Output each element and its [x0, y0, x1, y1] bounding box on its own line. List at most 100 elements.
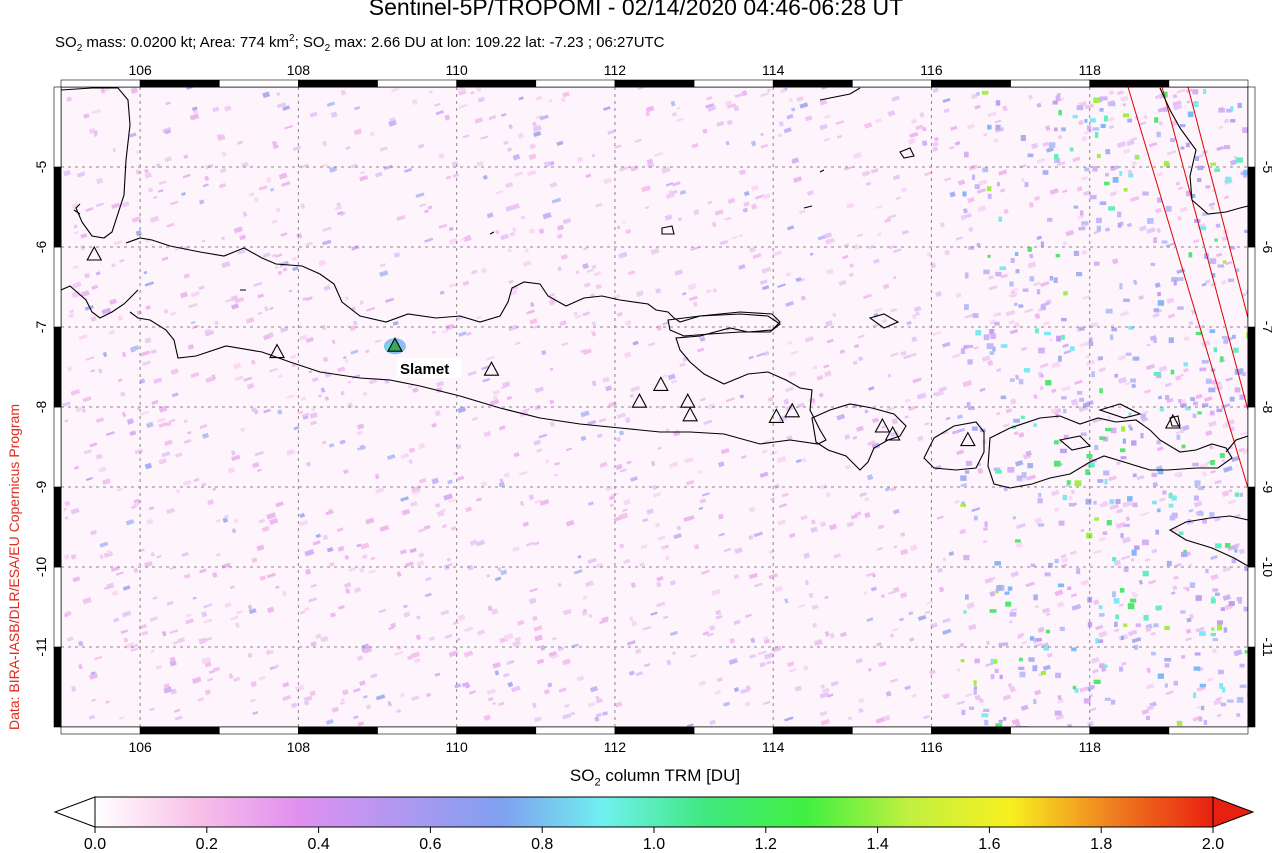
so2-pixel	[978, 179, 988, 186]
so2-pixel	[500, 569, 508, 576]
so2-pixel	[786, 114, 794, 120]
so2-pixel	[1210, 162, 1217, 166]
so2-pixel	[274, 265, 280, 270]
so2-pixel	[1110, 334, 1114, 341]
border-tick-right	[1247, 246, 1256, 328]
so2-pixel	[457, 406, 467, 414]
so2-pixel	[505, 204, 515, 212]
so2-pixel	[1173, 680, 1179, 686]
so2-pixel	[309, 411, 318, 419]
so2-pixel	[1146, 227, 1156, 234]
so2-pixel	[1147, 579, 1157, 585]
border-tick-left	[53, 86, 62, 168]
so2-pixel	[362, 695, 368, 699]
so2-pixel	[320, 387, 326, 393]
so2-pixel	[1098, 367, 1107, 373]
so2-pixel	[265, 177, 272, 184]
so2-pixel	[801, 457, 807, 463]
so2-pixel	[505, 181, 514, 189]
so2-pixel	[657, 535, 666, 541]
so2-pixel	[1093, 261, 1100, 266]
border-tick-right	[1247, 166, 1256, 248]
so2-pixel	[535, 95, 543, 101]
so2-pixel	[1163, 91, 1168, 98]
so2-pixel	[1155, 529, 1160, 535]
so2-pixel	[788, 668, 797, 673]
so2-pixel	[698, 335, 704, 339]
so2-pixel	[300, 203, 306, 210]
so2-pixel	[732, 235, 738, 240]
so2-pixel	[95, 417, 105, 424]
so2-pixel	[867, 440, 876, 446]
so2-pixel	[423, 209, 429, 214]
so2-pixel	[481, 481, 488, 487]
so2-pixel	[1223, 627, 1228, 633]
so2-pixel	[1180, 403, 1187, 408]
so2-pixel	[623, 499, 631, 506]
so2-pixel	[1140, 511, 1149, 517]
so2-pixel	[1073, 250, 1080, 256]
so2-pixel	[717, 461, 725, 468]
so2-pixel	[777, 283, 786, 289]
so2-pixel	[981, 713, 989, 718]
so2-pixel	[1182, 586, 1187, 590]
so2-pixel	[150, 552, 155, 557]
so2-pixel	[971, 507, 981, 512]
so2-pixel	[1000, 395, 1007, 400]
so2-pixel	[203, 603, 213, 609]
so2-pixel	[465, 234, 471, 241]
so2-pixel	[1098, 613, 1105, 617]
so2-pixel	[866, 617, 874, 622]
so2-pixel	[1209, 444, 1214, 450]
so2-pixel	[565, 447, 573, 452]
so2-pixel	[1028, 657, 1035, 662]
so2-pixel	[1038, 347, 1045, 354]
so2-pixel	[856, 233, 864, 238]
so2-pixel	[1045, 612, 1051, 616]
so2-pixel	[1044, 572, 1051, 577]
so2-pixel	[466, 331, 472, 336]
so2-pixel	[1053, 460, 1061, 467]
so2-pixel	[491, 608, 499, 615]
so2-pixel	[1005, 408, 1013, 414]
so2-pixel	[112, 147, 117, 153]
so2-pixel	[64, 419, 69, 423]
so2-pixel	[983, 708, 990, 712]
so2-pixel	[699, 498, 707, 504]
so2-pixel	[268, 332, 274, 338]
so2-pixel	[1172, 585, 1178, 591]
so2-pixel	[1123, 501, 1132, 507]
border-tick-left	[53, 646, 62, 728]
so2-pixel	[164, 129, 171, 135]
lon-label-top: 112	[604, 62, 627, 78]
so2-pixel	[448, 498, 456, 503]
so2-pixel	[173, 708, 181, 713]
so2-pixel	[645, 111, 651, 117]
so2-pixel	[786, 435, 793, 441]
so2-pixel	[84, 305, 94, 311]
so2-pixel	[482, 174, 488, 180]
so2-pixel	[156, 417, 166, 423]
so2-pixel	[961, 709, 966, 716]
so2-pixel	[1218, 125, 1224, 130]
so2-pixel	[687, 283, 697, 291]
so2-pixel	[972, 313, 979, 318]
so2-pixel	[434, 410, 441, 417]
so2-pixel	[1217, 669, 1224, 675]
so2-pixel	[990, 674, 995, 680]
so2-pixel	[582, 263, 589, 270]
so2-pixel	[348, 566, 357, 572]
so2-pixel	[950, 125, 958, 131]
so2-pixel	[239, 234, 247, 241]
so2-pixel	[1132, 473, 1137, 478]
so2-pixel	[273, 664, 280, 669]
so2-pixel	[1193, 692, 1197, 699]
so2-pixel	[647, 162, 655, 169]
so2-pixel	[536, 448, 543, 453]
so2-pixel	[323, 285, 331, 292]
so2-pixel	[1108, 90, 1115, 95]
so2-pixel	[1087, 721, 1094, 727]
so2-pixel	[893, 545, 898, 549]
so2-pixel	[932, 87, 939, 93]
so2-pixel	[423, 524, 431, 530]
